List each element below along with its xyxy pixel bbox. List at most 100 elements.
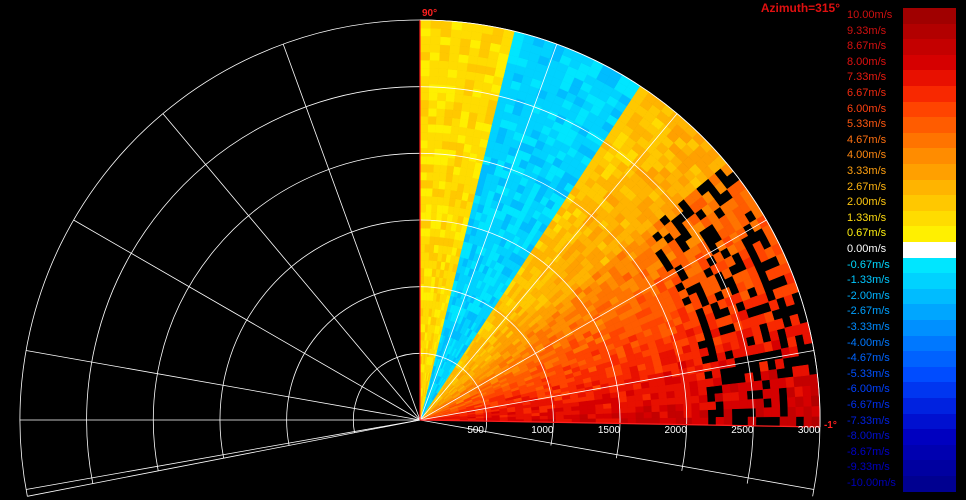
legend-label: 8.67m/s <box>847 40 887 53</box>
field-cell <box>635 417 645 425</box>
field-cell <box>434 140 443 150</box>
field-cell <box>786 386 796 398</box>
field-cell <box>426 171 434 181</box>
legend-swatch <box>903 398 956 414</box>
field-cell <box>627 417 637 425</box>
field-cell <box>667 417 677 425</box>
field-cell <box>810 384 820 396</box>
field-cell <box>446 76 457 87</box>
field-cell <box>658 391 668 400</box>
field-cell <box>419 227 426 237</box>
legend-label: 7.33m/s <box>847 71 887 84</box>
range-tick-label: 3000 <box>798 425 821 436</box>
field-cell <box>698 347 710 358</box>
field-cell <box>437 188 445 198</box>
field-cell <box>429 51 440 61</box>
field-cell <box>443 108 454 118</box>
field-cell <box>425 187 433 197</box>
field-cell <box>587 408 597 415</box>
field-cell <box>444 181 452 191</box>
field-cell <box>461 94 473 105</box>
legend-swatch <box>903 39 956 55</box>
field-cell <box>785 376 795 388</box>
field-cell <box>642 399 652 407</box>
field-cell <box>618 401 628 408</box>
legend-swatch <box>903 429 956 445</box>
legend-swatch <box>903 460 956 476</box>
field-cell <box>419 235 426 245</box>
field-cell <box>437 76 448 86</box>
legend-entry: -3.33m/s <box>845 320 966 336</box>
field-cell <box>454 85 465 96</box>
legend-swatch <box>903 164 956 180</box>
legend-label: -9.33m/s <box>847 461 890 474</box>
field-cell <box>428 67 439 77</box>
field-cell <box>811 405 821 417</box>
field-cell <box>787 406 797 417</box>
legend-entry: 9.33m/s <box>845 23 966 40</box>
legend-label: -2.67m/s <box>847 305 890 318</box>
field-cell <box>675 417 685 425</box>
field-cell <box>426 155 435 165</box>
field-cell <box>721 383 732 394</box>
field-cell <box>439 164 448 174</box>
field-cell <box>696 379 707 389</box>
field-cell <box>419 195 427 205</box>
field-cell <box>422 299 427 309</box>
field-cell <box>429 220 437 229</box>
range-tick-label: 1000 <box>531 425 554 436</box>
velocity-field <box>419 19 821 428</box>
legend-swatch <box>903 54 956 71</box>
field-cell <box>729 383 739 393</box>
field-cell <box>432 180 440 189</box>
field-cell <box>419 171 427 181</box>
field-cell <box>434 228 441 238</box>
field-cell <box>769 378 779 390</box>
range-tick-label: 1500 <box>598 425 621 436</box>
field-cell <box>440 20 452 30</box>
field-cell <box>635 405 645 413</box>
field-cell <box>683 402 693 411</box>
field-cell <box>464 135 474 146</box>
legend-entry: 4.67m/s <box>845 132 966 149</box>
field-cell <box>438 60 449 70</box>
field-cell <box>786 335 798 348</box>
field-cell <box>427 259 433 269</box>
field-cell <box>448 52 460 63</box>
legend-label: -7.33m/s <box>847 414 890 427</box>
field-cell <box>440 148 449 158</box>
field-cell <box>419 19 431 29</box>
field-cell <box>738 390 748 401</box>
field-cell <box>651 404 661 413</box>
legend-entry: 8.67m/s <box>845 39 966 55</box>
legend-label: -4.00m/s <box>847 336 890 349</box>
field-cell <box>441 140 450 150</box>
field-cell <box>427 131 436 141</box>
label-90: 90° <box>422 8 437 19</box>
field-cell <box>747 398 757 409</box>
legend-label: 4.00m/s <box>847 149 887 162</box>
field-cell <box>443 116 453 126</box>
legend-label: -2.00m/s <box>847 289 890 302</box>
legend-label: 0.67m/s <box>847 227 887 240</box>
field-cell <box>787 416 797 427</box>
field-cell <box>437 68 449 78</box>
field-cell <box>428 251 434 261</box>
legend-label: -0.67m/s <box>847 258 890 271</box>
field-cell <box>799 364 810 377</box>
field-cell <box>419 155 428 165</box>
field-cell <box>419 43 431 53</box>
field-cell <box>666 390 676 399</box>
field-cell <box>771 406 781 418</box>
field-cell <box>698 394 708 403</box>
legend-swatch <box>903 242 956 258</box>
legend-entry: -4.67m/s <box>845 351 966 367</box>
field-cell <box>603 407 613 414</box>
field-cell <box>424 219 431 229</box>
field-cell <box>789 313 801 327</box>
field-cell <box>425 203 432 213</box>
legend-entry: -5.33m/s <box>845 366 966 383</box>
field-cell <box>429 236 435 245</box>
field-cell <box>650 392 660 400</box>
